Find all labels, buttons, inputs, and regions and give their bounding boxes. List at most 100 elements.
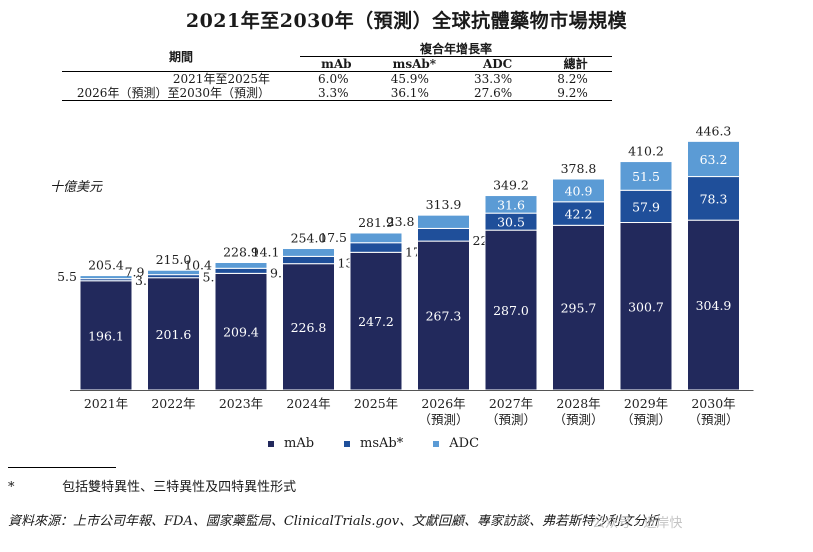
x-tick-label: 2022年 xyxy=(151,396,195,411)
data-label-adc: 17.5 xyxy=(319,230,347,245)
legend-item-mab: mAb xyxy=(268,436,314,451)
data-label-mab: 196.1 xyxy=(88,328,124,343)
x-tick-label: （預測） xyxy=(486,412,536,427)
bar-segment-adc xyxy=(214,262,268,269)
bar-segment-mab xyxy=(147,277,200,391)
data-label-total: 410.2 xyxy=(628,144,664,159)
data-label-msab: 57.9 xyxy=(632,199,660,214)
data-label-total: 281.9 xyxy=(358,215,394,230)
legend: mAb msAb* ADC xyxy=(268,436,479,451)
data-label-adc: 63.2 xyxy=(700,152,728,167)
data-label-msab: 30.5 xyxy=(497,215,525,230)
bar-segment-msab xyxy=(417,227,470,242)
data-label-mab: 300.7 xyxy=(628,299,664,314)
bar-segment-msab xyxy=(349,242,403,253)
bar-segment-msab xyxy=(687,176,740,221)
table-row: 2021年至2025年 6.0% 45.9% 33.3% 8.2% xyxy=(62,72,612,87)
data-label-total: 254.0 xyxy=(291,231,327,246)
col-header-total: 總計 xyxy=(539,56,612,72)
bar-segment-adc xyxy=(79,275,133,280)
footnote: * 包括雙特異性、三特異性及四特異性形式 xyxy=(8,476,296,495)
col-header-mab: mAb xyxy=(300,56,373,72)
cell-value: 33.3% xyxy=(473,72,513,86)
data-label-mab: 201.6 xyxy=(156,327,192,342)
data-label-total: 349.2 xyxy=(493,178,529,193)
legend-label-msab: msAb* xyxy=(360,436,404,451)
data-label-total: 205.4 xyxy=(88,258,124,273)
chart-title: 2021年至2030年（預測）全球抗體藥物市場規模 xyxy=(185,10,628,32)
cell-value: 3.3% xyxy=(318,86,349,100)
x-tick-label: 2026年 xyxy=(421,396,465,411)
legend-label-mab: mAb xyxy=(284,436,315,451)
data-label-total: 228.9 xyxy=(223,245,259,260)
bar-segment-adc xyxy=(687,140,740,178)
stacked-bar-chart: 196.13.85.5205.42021年201.65.57.9215.0202… xyxy=(57,123,754,427)
watermark: 公众号 · 近岸快 xyxy=(592,516,683,531)
x-tick-label: 2028年 xyxy=(556,396,600,411)
x-tick-label: 2024年 xyxy=(286,396,330,411)
bar-segment-adc xyxy=(417,214,470,229)
cell-value: 9.2% xyxy=(557,86,588,100)
data-label-mab: 267.3 xyxy=(426,309,462,324)
data-label-mab: 304.9 xyxy=(696,298,732,313)
legend-swatch-mab xyxy=(268,440,274,447)
cagr-group-header: 複合年增長率 xyxy=(300,42,612,57)
data-label-total: 215.0 xyxy=(156,252,192,267)
bar-segment-msab xyxy=(282,255,335,265)
col-header-msab: msAb* xyxy=(372,56,456,72)
legend-item-msab: msAb* xyxy=(344,436,403,451)
cagr-table: 期間 複合年增長率 mAb msAb* ADC 總計 2021年至2025年 6… xyxy=(62,42,612,101)
bar-segment-adc xyxy=(619,161,673,191)
data-label-adc: 14.1 xyxy=(252,244,280,259)
data-label-msab: 78.3 xyxy=(700,191,728,206)
data-label-mab: 247.2 xyxy=(358,314,394,329)
x-tick-label: （預測） xyxy=(553,412,603,427)
data-label-total: 446.3 xyxy=(696,123,732,138)
cell-value: 36.1% xyxy=(390,86,429,100)
bar-segment-adc xyxy=(147,269,200,276)
data-label-adc: 7.9 xyxy=(125,264,145,279)
legend-swatch-msab xyxy=(344,440,351,447)
source-note: 資料來源：上市公司年報、FDA、國家藥監局、ClinicalTrials.gov… xyxy=(8,514,660,529)
x-tick-label: 2023年 xyxy=(219,396,263,411)
bar-segment-adc xyxy=(484,195,538,214)
row-label: 2021年至2025年 xyxy=(172,72,270,86)
table-row: 2026年（預測）至2030年（預測） 3.3% 36.1% 27.6% 9.2… xyxy=(62,86,612,101)
bar-segment-mab xyxy=(417,240,470,391)
x-tick-label: 2025年 xyxy=(354,396,398,411)
x-tick-label: 2021年 xyxy=(84,396,128,411)
row-label: 2026年（預測）至2030年（預測） xyxy=(76,86,270,100)
cell-value: 45.9% xyxy=(390,72,429,86)
data-label-mab: 287.0 xyxy=(493,303,529,318)
bar-segment-mab xyxy=(619,222,673,391)
bar-segment-mab xyxy=(349,251,403,391)
x-tick-label: （預測） xyxy=(418,412,468,427)
x-tick-label: （預測） xyxy=(688,412,738,427)
bar-segment-adc xyxy=(552,178,605,203)
bar-segment-mab xyxy=(484,229,538,391)
col-header-adc: ADC xyxy=(455,56,540,72)
data-label-total: 378.8 xyxy=(561,161,597,176)
legend-item-adc: ADC xyxy=(433,436,479,451)
data-label-mab: 209.4 xyxy=(223,325,259,340)
y-unit-label: 十億美元 xyxy=(50,180,103,195)
x-tick-label: 2027年 xyxy=(489,396,533,411)
data-label-msab: 42.2 xyxy=(565,207,593,222)
legend-label-adc: ADC xyxy=(449,436,480,451)
bar-segment-adc xyxy=(349,232,403,244)
data-label-adc: 40.9 xyxy=(565,183,593,198)
bar-segment-msab xyxy=(619,189,673,224)
bar-segment-mab xyxy=(552,224,605,391)
data-label-mab: 295.7 xyxy=(561,301,597,316)
cell-value: 27.6% xyxy=(473,86,513,100)
bar-segment-mab xyxy=(687,219,740,391)
bar-segment-msab xyxy=(214,267,268,274)
data-label-mab: 226.8 xyxy=(291,320,327,335)
bar-segment-adc xyxy=(282,248,335,257)
data-label-adc: 10.4 xyxy=(184,257,212,272)
footnote-divider xyxy=(8,467,116,468)
data-label-adc: 31.6 xyxy=(497,197,525,212)
legend-swatch-adc xyxy=(433,440,440,447)
x-tick-label: （預測） xyxy=(621,412,671,427)
cell-value: 6.0% xyxy=(318,72,349,86)
